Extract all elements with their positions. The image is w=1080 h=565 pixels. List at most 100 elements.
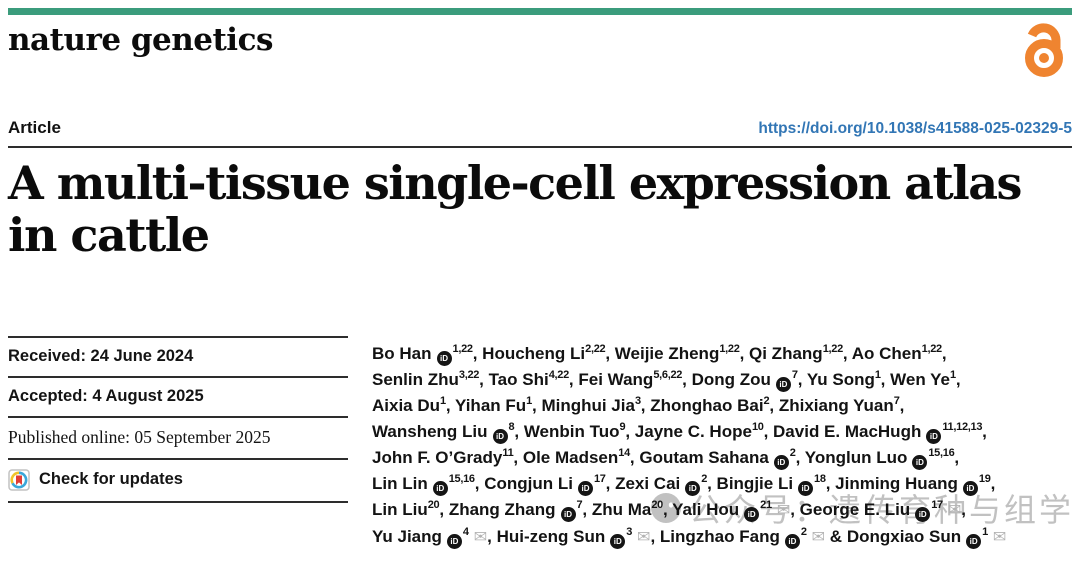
orcid-icon[interactable]: iD [577,481,593,497]
article-header-row: Article https://doi.org/10.1038/s41588-0… [8,118,1072,148]
orcid-icon[interactable]: iD [775,377,791,393]
author-affiliation-numbers: 3 [634,394,641,407]
author-affiliation-numbers: 15,16 [448,472,475,485]
orcid-icon[interactable]: iD [926,429,942,445]
author-affiliation-numbers: 20 [427,498,440,511]
accepted-row: Accepted: 4 August 2025 [8,375,348,416]
author-name: Bo Han [372,343,432,363]
author-affiliation-numbers: 7 [893,394,900,407]
email-icon[interactable]: ✉ [811,528,826,546]
author-affiliation-numbers: 1 [874,368,881,381]
orcid-icon[interactable]: iD [773,455,789,471]
author-affiliation-numbers: 2 [701,472,708,485]
author-affiliation-numbers: 1,22 [921,342,943,355]
author-name: Goutam Sahana [639,447,769,467]
author-affiliation-numbers: 20 [651,498,663,511]
title-line-2: in cattle [8,208,210,263]
email-icon[interactable]: ✉ [637,528,651,546]
author-name: Zexi Cai [615,473,681,493]
author-name: Fei Wang [578,369,654,389]
author-name: Houcheng Li [482,343,586,363]
author-name: Yihan Fu [455,395,527,415]
orcid-icon[interactable]: iD [798,481,814,497]
author-name: Lin Liu [372,499,428,519]
orcid-icon[interactable]: iD [915,507,931,523]
author-affiliation-numbers: 8 [508,420,515,433]
author-affiliation-numbers: 2 [800,525,807,538]
email-icon[interactable]: ✉ [473,528,488,546]
check-updates-label: Check for updates [39,470,183,489]
email-icon[interactable]: ✉ [776,501,791,519]
orcid-icon[interactable]: iD [685,481,701,497]
author-name: Zhu Ma [591,499,652,519]
published-label: Published online: 05 September 2025 [8,426,271,447]
article-type-label: Article [8,118,61,137]
email-icon[interactable]: ✉ [947,501,962,519]
orcid-icon[interactable]: iD [560,507,576,523]
received-label: Received: 24 June 2024 [8,346,194,365]
author-affiliation-numbers: 21 [760,498,772,511]
author-name: Wansheng Liu [372,421,488,441]
author-affiliation-numbers: 19 [978,472,991,485]
author-name: Aixia Du [372,395,441,415]
open-access-icon[interactable] [1018,16,1070,78]
author-affiliation-numbers: 7 [791,368,798,381]
author-affiliation-numbers: 2 [763,394,770,407]
orcid-icon[interactable]: iD [432,481,448,497]
author-affiliation-numbers: 15,16 [928,446,955,459]
author-name: Bingjie Li [716,473,794,493]
authors-section: 公众号：遗传育种与组学 Bo Han iD1,22, Houcheng Li2,2… [372,336,1072,551]
author-affiliation-numbers: 1,22 [822,342,844,355]
author-affiliation-numbers: 1,22 [452,342,474,355]
email-icon[interactable]: ✉ [992,528,1007,546]
author-affiliation-numbers: 11,12,13 [942,420,983,433]
author-name: Zhixiang Yuan [778,395,894,415]
author-affiliation-numbers: 17 [931,498,943,511]
author-affiliation-numbers: 9 [619,420,626,433]
orcid-icon[interactable]: iD [436,351,452,367]
author-name: Zhang Zhang [448,499,556,519]
author-name: Hui-zeng Sun [496,526,606,546]
author-affiliation-numbers: 3,22 [458,368,480,381]
published-row: Published online: 05 September 2025 [8,415,348,458]
accepted-label: Accepted: 4 August 2025 [8,386,204,405]
journal-masthead: nature genetics [8,8,1072,77]
author-name: Wenbin Tuo [523,421,620,441]
author-name: Wen Ye [890,369,950,389]
author-name: Lingzhao Fang [659,526,780,546]
author-affiliation-numbers: 10 [751,420,764,433]
doi-link[interactable]: https://doi.org/10.1038/s41588-025-02329… [758,120,1072,137]
author-affiliation-numbers: 1,22 [719,342,740,355]
author-name: Dong Zou [691,369,771,389]
check-updates-row[interactable]: Check for updates [8,457,348,503]
orcid-icon[interactable]: iD [912,455,928,471]
author-name: John F. O’Grady [372,447,503,467]
author-affiliation-numbers: 3 [626,525,633,538]
orcid-icon[interactable]: iD [446,534,462,550]
author-name: Jinming Huang [835,473,958,493]
orcid-icon[interactable]: iD [744,507,760,523]
orcid-icon[interactable]: iD [966,534,982,550]
author-name: Ole Madsen [522,447,619,467]
author-name: Congjun Li [484,473,573,493]
author-name: Ao Chen [851,343,922,363]
main-columns: Received: 24 June 2024 Accepted: 4 Augus… [8,335,1072,551]
author-name: Yu Jiang [372,526,442,546]
author-affiliation-numbers: 1 [982,525,988,538]
author-name: Minghui Jia [541,395,635,415]
orcid-icon[interactable]: iD [962,481,978,497]
brand-bar [8,8,1072,15]
author-name: Senlin Zhu [372,369,459,389]
orcid-icon[interactable]: iD [492,429,508,445]
received-row: Received: 24 June 2024 [8,335,348,376]
orcid-icon[interactable]: iD [784,534,800,550]
author-name: Weijie Zheng [614,343,720,363]
author-name: Yali Hou [672,499,740,519]
author-name: Jayne C. Hope [634,421,752,441]
orcid-icon[interactable]: iD [610,534,626,550]
title-line-1: A multi-tissue single-cell expression at… [8,156,1022,210]
author-affiliation-numbers: 1 [440,394,446,407]
author-affiliation-numbers: 17 [593,472,606,485]
author-name: Yonglun Luo [804,447,908,467]
